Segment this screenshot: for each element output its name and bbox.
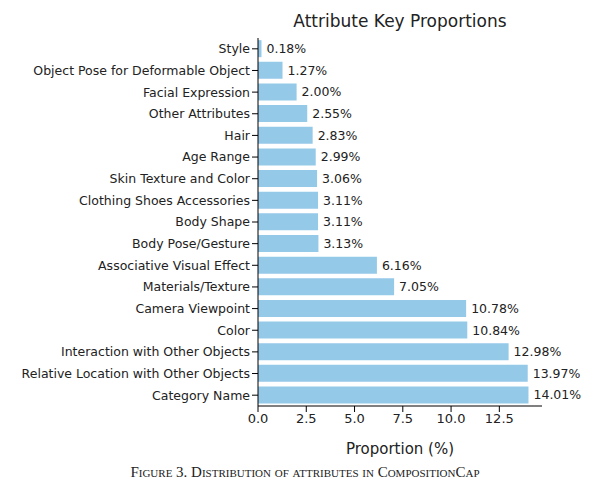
svg-text:2.55%: 2.55% bbox=[312, 106, 352, 121]
svg-text:6.16%: 6.16% bbox=[382, 258, 422, 273]
svg-text:14.01%: 14.01% bbox=[533, 387, 581, 402]
svg-text:Hair: Hair bbox=[224, 128, 251, 143]
svg-text:1.27%: 1.27% bbox=[288, 63, 328, 78]
svg-text:Camera Viewpoint: Camera Viewpoint bbox=[135, 301, 250, 316]
svg-text:Facial Expression: Facial Expression bbox=[143, 85, 250, 100]
svg-text:0.18%: 0.18% bbox=[266, 41, 306, 56]
svg-text:0.0: 0.0 bbox=[248, 411, 269, 426]
svg-text:2.00%: 2.00% bbox=[302, 84, 342, 99]
svg-text:Body Shape: Body Shape bbox=[175, 214, 250, 229]
svg-text:12.98%: 12.98% bbox=[514, 344, 562, 359]
svg-text:10.84%: 10.84% bbox=[472, 323, 520, 338]
svg-text:2.99%: 2.99% bbox=[321, 149, 361, 164]
svg-text:3.06%: 3.06% bbox=[322, 171, 362, 186]
svg-text:10.0: 10.0 bbox=[437, 411, 466, 426]
svg-text:3.13%: 3.13% bbox=[323, 236, 363, 251]
svg-text:Relative Location with Other O: Relative Location with Other Objects bbox=[22, 366, 250, 381]
svg-text:Proportion (%): Proportion (%) bbox=[346, 440, 454, 458]
svg-text:Associative Visual Effect: Associative Visual Effect bbox=[98, 258, 250, 273]
svg-text:Materials/Texture: Materials/Texture bbox=[143, 279, 251, 294]
svg-text:Object Pose for Deformable Obj: Object Pose for Deformable Object bbox=[33, 63, 250, 78]
svg-text:Body Pose/Gesture: Body Pose/Gesture bbox=[132, 236, 250, 251]
svg-text:13.97%: 13.97% bbox=[533, 366, 581, 381]
svg-text:Category Name: Category Name bbox=[152, 388, 250, 403]
svg-text:Skin Texture and Color: Skin Texture and Color bbox=[110, 171, 251, 186]
svg-text:Age Range: Age Range bbox=[182, 149, 250, 164]
html-text:Figure 3. Distribution of attr: Figure 3. Distribution of attributes in … bbox=[130, 464, 480, 480]
svg-text:7.5: 7.5 bbox=[392, 411, 413, 426]
svg-text:Other Attributes: Other Attributes bbox=[149, 106, 250, 121]
svg-text:7.05%: 7.05% bbox=[399, 279, 439, 294]
svg-text:2.5: 2.5 bbox=[296, 411, 317, 426]
svg-text:3.11%: 3.11% bbox=[323, 193, 363, 208]
svg-text:Clothing Shoes Accessories: Clothing Shoes Accessories bbox=[79, 193, 250, 208]
svg-text:12.5: 12.5 bbox=[485, 411, 514, 426]
svg-text:3.11%: 3.11% bbox=[323, 214, 363, 229]
svg-text:2.83%: 2.83% bbox=[318, 128, 358, 143]
html-text:Attribute Key Proportions: Attribute Key Proportions bbox=[293, 11, 507, 31]
svg-text:Color: Color bbox=[217, 323, 250, 338]
svg-text:10.78%: 10.78% bbox=[471, 301, 519, 316]
svg-text:Style: Style bbox=[219, 41, 251, 56]
svg-text:Interaction with Other Objects: Interaction with Other Objects bbox=[61, 344, 250, 359]
svg-text:5.0: 5.0 bbox=[344, 411, 365, 426]
